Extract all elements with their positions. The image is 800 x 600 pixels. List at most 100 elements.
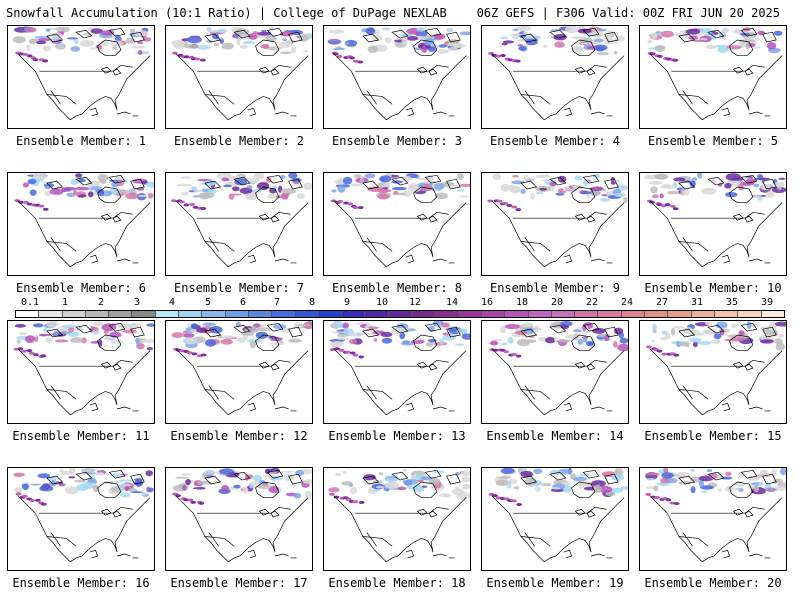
snow-area — [549, 470, 563, 476]
snow-area — [700, 490, 708, 493]
snow-area — [22, 52, 28, 56]
snowfall-map — [646, 321, 786, 416]
snow-area — [725, 191, 738, 198]
snow-area — [221, 484, 229, 492]
snow-area — [516, 26, 532, 32]
snow-area — [510, 499, 517, 503]
snow-area — [143, 338, 154, 343]
snow-area — [446, 28, 454, 33]
basemap-outline — [333, 469, 467, 563]
color-swatch — [760, 311, 784, 317]
snow-area — [90, 28, 103, 34]
snow-area — [659, 193, 664, 199]
snow-area — [249, 484, 254, 489]
snow-area — [601, 189, 607, 192]
snow-area — [92, 321, 104, 327]
snow-area — [258, 479, 266, 484]
snow-area — [347, 202, 354, 206]
snow-area — [459, 195, 470, 198]
snow-area — [33, 353, 39, 357]
snow-area — [46, 321, 59, 328]
snow-area — [717, 488, 722, 492]
color-swatch — [201, 311, 225, 317]
snow-area — [283, 193, 291, 196]
snow-area — [185, 336, 198, 345]
snow-area — [492, 494, 498, 498]
snow-area — [439, 338, 444, 345]
snow-area — [523, 174, 529, 181]
snow-area — [274, 46, 284, 50]
snow-area — [201, 473, 208, 479]
snow-area — [29, 499, 36, 502]
snow-area — [579, 42, 584, 45]
snow-area — [685, 28, 701, 35]
snow-area — [24, 335, 36, 343]
snow-area — [670, 328, 676, 336]
member-label: Ensemble Member: 18 — [328, 576, 466, 590]
snow-area — [713, 483, 718, 487]
snow-area — [334, 472, 342, 477]
scale-tick-label: 5 — [204, 297, 212, 308]
snow-area — [706, 468, 713, 473]
ensemble-map-panel — [639, 467, 787, 571]
snow-area — [92, 484, 100, 493]
snowfall-map — [171, 26, 312, 121]
snow-area — [191, 186, 198, 191]
snow-area — [511, 180, 525, 185]
snow-area — [202, 192, 215, 199]
snow-area — [553, 337, 559, 342]
snow-area — [267, 193, 276, 199]
snow-area — [279, 175, 286, 180]
scale-tick-label: 4 — [168, 297, 176, 308]
snow-area — [141, 491, 147, 497]
snow-area — [373, 338, 378, 342]
snow-area — [15, 492, 22, 496]
snow-area — [507, 336, 514, 344]
snow-area — [42, 207, 49, 211]
snow-area — [377, 193, 390, 200]
snow-area — [185, 478, 192, 486]
snow-area — [77, 194, 87, 198]
snow-area — [623, 196, 628, 204]
snow-area — [17, 347, 24, 351]
ensemble-map-panel — [165, 467, 313, 571]
snow-area — [516, 339, 530, 347]
snow-area — [199, 58, 206, 62]
snow-area — [145, 181, 154, 188]
snow-area — [648, 180, 663, 185]
color-swatch — [61, 311, 85, 317]
snow-area — [13, 472, 25, 477]
color-swatch — [154, 311, 179, 317]
snow-area — [757, 30, 766, 36]
snow-area — [423, 38, 435, 46]
color-swatch — [597, 311, 621, 317]
color-swatch — [480, 311, 505, 317]
snow-area — [77, 325, 84, 332]
snow-area — [455, 471, 460, 476]
snow-area — [391, 186, 407, 191]
snow-area — [280, 470, 295, 473]
snow-area — [447, 47, 458, 51]
snow-area — [44, 186, 51, 190]
snow-area — [572, 476, 587, 482]
snow-area — [263, 474, 269, 478]
snow-area — [499, 36, 509, 40]
snow-area — [650, 186, 658, 194]
snow-area — [593, 484, 602, 493]
scale-tick-label: 24 — [620, 297, 634, 308]
snow-area — [758, 481, 763, 486]
snow-area — [12, 36, 26, 44]
snow-area — [515, 354, 522, 358]
snow-area — [336, 337, 350, 340]
snow-area — [420, 476, 432, 481]
snow-area — [430, 479, 438, 486]
snow-area — [617, 343, 628, 352]
snow-area — [73, 189, 78, 195]
snow-area — [344, 41, 350, 46]
snow-area — [33, 38, 39, 42]
snow-area — [183, 498, 189, 502]
snow-area — [700, 485, 714, 490]
snow-area — [451, 488, 465, 496]
snow-area — [402, 468, 408, 472]
color-swatch — [713, 311, 738, 317]
